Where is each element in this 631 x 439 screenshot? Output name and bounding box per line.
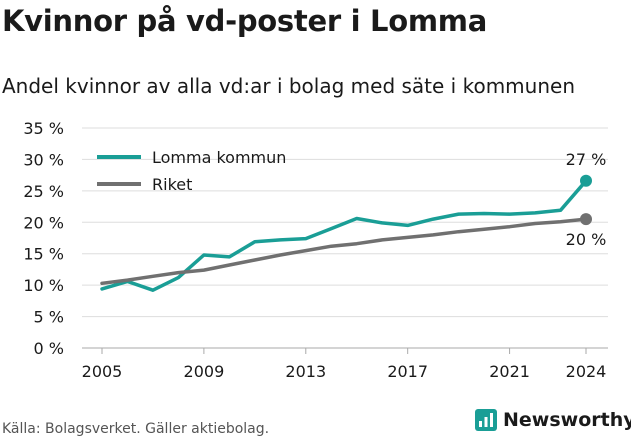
end-label-lomma: 27 % [566, 150, 607, 169]
y-tick-label: 25 % [23, 182, 64, 201]
end-marker-lomma [580, 174, 592, 187]
y-axis-ticks: 0 % 5 % 10 % 15 % 20 % 25 % 30 % 35 % [23, 119, 64, 358]
brand-name: Newsworthy [503, 409, 631, 431]
x-tick-label: 2005 [82, 362, 123, 381]
newsworthy-logo-icon [475, 409, 497, 431]
series-lines: 27 % 20 % [100, 150, 607, 292]
series-line-riket [100, 217, 588, 286]
legend-label: Riket [152, 175, 192, 194]
end-label-riket: 20 % [566, 230, 607, 249]
chart-title: Kvinnor på vd-poster i Lomma [2, 4, 487, 38]
x-tick-label: 2009 [184, 362, 225, 381]
line-chart: 0 %5 %10 %15 %20 %25 %30 %35 % 2005 2009 2… [23, 119, 608, 381]
newsworthy-logo: Newsworthy [475, 409, 631, 431]
x-axis-ticks: 2005 2009 2013 2017 2021 2024 [82, 348, 607, 381]
legend-label: Lomma kommun [152, 148, 286, 167]
x-tick-label: 2013 [285, 362, 326, 381]
gridlines [82, 127, 608, 349]
chart-subtitle: Andel kvinnor av alla vd:ar i bolag med … [2, 74, 575, 98]
y-tick-label: 30 % [23, 150, 64, 169]
y-tick-label: 5 % [34, 308, 64, 327]
x-tick-label: 2021 [489, 362, 530, 381]
end-marker-riket [580, 213, 592, 226]
source-note: Källa: Bolagsverket. Gäller aktiebolag. [2, 421, 270, 437]
y-tick-label: 20 % [23, 213, 64, 232]
x-tick-label: 2017 [387, 362, 428, 381]
legend: Lomma kommun Riket [97, 148, 286, 194]
y-tick-label: 0 % [34, 339, 64, 358]
y-tick-label: 10 % [23, 276, 64, 295]
y-tick-label: 35 % [23, 119, 64, 138]
x-tick-label: 2024 [566, 362, 607, 381]
y-tick-label: 15 % [23, 245, 64, 264]
